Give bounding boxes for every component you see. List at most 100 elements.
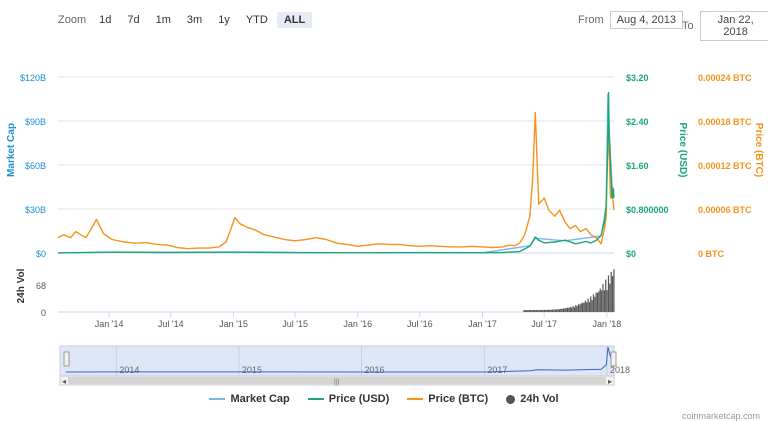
volume-bar (538, 309, 540, 312)
legend: Market Cap Price (USD) Price (BTC) 24h V… (0, 393, 768, 405)
volume-bar (545, 309, 547, 312)
range-from: From Aug 4, 2013 (578, 11, 684, 29)
volume-bar (558, 309, 561, 312)
volume-bar (603, 290, 605, 312)
volume-bar (588, 302, 590, 312)
volume-bar (613, 269, 615, 312)
volume-bar (602, 284, 604, 312)
volume-bar (565, 308, 567, 312)
volume-bar (569, 306, 571, 312)
x-tick-label: Jul '15 (282, 319, 308, 329)
volume-bar (601, 290, 603, 312)
volume-bar (596, 292, 599, 312)
price-usd-tick-label: $3.20 (626, 73, 649, 83)
scrollbar-grip-icon: ||| (334, 379, 340, 386)
grid-lines (58, 76, 614, 313)
zoom-3m-button[interactable]: 3m (186, 14, 203, 26)
range-from-input[interactable]: Aug 4, 2013 (609, 11, 684, 29)
zoom-1m-button[interactable]: 1m (155, 14, 171, 26)
volume-bar (592, 294, 595, 312)
navigator-year-label: 2016 (364, 365, 384, 375)
market-cap-tick-label: $120B (20, 73, 46, 83)
legend-label: Market Cap (230, 393, 290, 405)
volume-axis-title: 24h Vol (16, 268, 27, 303)
volume-bar (594, 296, 596, 312)
volume-bar (528, 309, 531, 312)
legend-item-price-usd[interactable]: Price (USD) (307, 393, 390, 405)
volume-bar (607, 275, 610, 312)
legend-item-market-cap[interactable]: Market Cap (209, 393, 290, 405)
x-tick-label: Jan '18 (592, 319, 621, 329)
volume-bar (577, 304, 580, 312)
zoom-all-button[interactable]: ALL (276, 12, 313, 28)
volume-bar (524, 310, 526, 312)
legend-swatch (209, 398, 226, 400)
range-from-label: From (578, 14, 604, 26)
volume-bar (568, 307, 570, 312)
volume-bar (590, 296, 592, 312)
x-tick-label: Jan '17 (468, 319, 497, 329)
series-group (57, 91, 615, 254)
legend-item-price-btc[interactable]: Price (BTC) (407, 393, 488, 405)
volume-bar (566, 307, 569, 312)
volume-tick-label: 0 (41, 308, 46, 318)
volume-bar (572, 306, 574, 312)
volume-bar (561, 308, 563, 312)
volume-bar (556, 309, 558, 312)
price-btc-tick-label: 0.00012 BTC (698, 161, 752, 171)
navigator-year-label: 2015 (242, 365, 262, 375)
volume-bar (554, 309, 556, 312)
navigator-left-handle (63, 351, 70, 367)
volume-bar (586, 302, 588, 312)
market-cap-tick-label: $60B (25, 161, 46, 171)
legend-label: Price (BTC) (428, 393, 489, 405)
price-usd-axis-title: Price (USD) (677, 122, 688, 177)
price-usd-tick-label: $0.800000 (626, 205, 669, 215)
market-cap-tick-label: $0 (36, 249, 46, 259)
volume-bar (534, 309, 536, 312)
volume-bar (527, 309, 529, 312)
legend-swatch (506, 394, 516, 404)
volume-bar (537, 309, 539, 312)
zoom-ytd-button[interactable]: YTD (245, 14, 268, 26)
zoom-bar: Zoom 1d 7d 1m 3m 1y YTD ALL (58, 11, 314, 29)
legend-label: Price (USD) (328, 393, 390, 405)
zoom-1y-button[interactable]: 1y (218, 14, 230, 26)
volume-bar (562, 308, 565, 312)
range-to-input[interactable]: Jan 22, 2018 (699, 11, 768, 41)
range-to: To Jan 22, 2018 (682, 11, 768, 41)
volume-bar (531, 309, 533, 312)
volume-bar (591, 300, 593, 312)
volume-bar (526, 309, 528, 312)
volume-bar (584, 300, 586, 312)
volume-bar (583, 302, 585, 312)
zoom-7d-button[interactable]: 7d (127, 14, 140, 26)
volume-bar (595, 292, 597, 312)
price-btc-line (57, 111, 615, 250)
volume-bar (573, 307, 575, 312)
volume-bar (546, 309, 548, 312)
price-usd-line (57, 91, 615, 254)
volume-bar (543, 309, 546, 312)
volume-bar (532, 309, 535, 312)
navigator-year-label: 2018 (610, 365, 630, 375)
price-usd-axis: $0 $0.800000 $1.60 $2.40 $3.20 Price (USD) (626, 73, 688, 259)
x-tick-label: Jul '17 (531, 319, 557, 329)
volume-bar (598, 291, 600, 312)
volume-bar (535, 309, 537, 312)
price-btc-tick-label: 0.00018 BTC (698, 117, 752, 127)
market-cap-line (57, 93, 615, 254)
price-btc-tick-label: 0 BTC (698, 249, 725, 259)
navigator-right-handle (610, 351, 617, 367)
x-tick-label: Jan '15 (219, 319, 248, 329)
price-btc-axis: 0 BTC 0.00006 BTC 0.00012 BTC 0.00018 BTC 0.… (698, 73, 764, 259)
volume-bar (551, 309, 554, 312)
volume-bar (599, 288, 601, 312)
legend-item-24h-vol[interactable]: 24h Vol (506, 393, 559, 405)
volume-bar (564, 308, 566, 312)
credit-link[interactable]: coinmarketcap.com (681, 411, 760, 421)
volume-bar (611, 276, 614, 312)
zoom-1d-button[interactable]: 1d (99, 14, 112, 26)
price-btc-tick-label: 0.00024 BTC (698, 73, 752, 83)
navigator[interactable]: 2014 2015 2016 2017 2018 ◂ ▸ ||| (59, 345, 630, 386)
